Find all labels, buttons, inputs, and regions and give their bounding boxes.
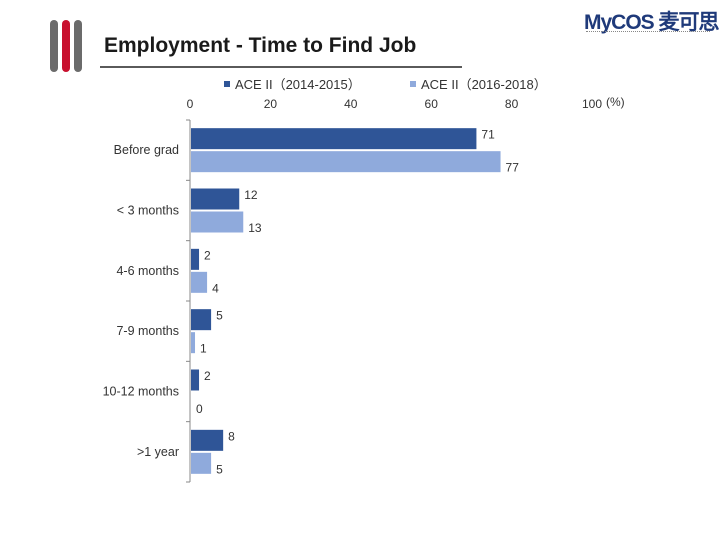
- data-label-series-1: 12: [244, 188, 258, 202]
- x-tick-label: 20: [264, 97, 278, 111]
- category-label: < 3 months: [117, 204, 179, 218]
- data-label-series-1: 2: [204, 369, 211, 383]
- category-label: >1 year: [137, 445, 179, 459]
- bar-series-1: [191, 128, 477, 150]
- data-label-series-2: 13: [248, 221, 262, 235]
- x-tick-label: 0: [187, 97, 194, 111]
- legend-item-series-2: ACE II（2016-2018）: [410, 74, 547, 93]
- data-label-series-2: 77: [506, 161, 520, 175]
- category-label: 10-12 months: [103, 385, 179, 399]
- data-label-series-1: 2: [204, 248, 211, 262]
- bar-series-1: [191, 429, 224, 451]
- title-decoration: [50, 20, 90, 72]
- decoration-bar-3: [74, 20, 82, 72]
- data-label-series-2: 4: [212, 281, 219, 295]
- legend-item-series-1: ACE II（2014-2015）: [224, 74, 361, 93]
- bar-series-2: [191, 271, 208, 293]
- x-tick-label: 60: [425, 97, 439, 111]
- bar-series-1: [191, 188, 240, 210]
- x-tick-label: 100: [582, 97, 602, 111]
- data-label-series-1: 5: [216, 309, 223, 323]
- mycos-logo: MyCOS 麦可思: [584, 6, 720, 40]
- x-axis-unit: (%): [606, 95, 625, 109]
- bar-series-2: [191, 211, 244, 233]
- data-label-series-1: 8: [228, 429, 235, 443]
- x-tick-label: 40: [344, 97, 358, 111]
- data-label-series-2: 1: [200, 342, 207, 356]
- title-underline: [100, 66, 462, 68]
- legend-swatch-series-1: [224, 80, 230, 87]
- bar-series-2: [191, 452, 212, 474]
- data-label-series-1: 71: [481, 128, 495, 142]
- data-label-series-2: 5: [216, 462, 223, 476]
- logo-tagline: [586, 31, 710, 35]
- category-label: 7-9 months: [116, 324, 179, 338]
- bar-series-1: [191, 248, 200, 270]
- page-title: Employment - Time to Find Job: [104, 34, 417, 57]
- bar-series-2: [191, 151, 501, 173]
- legend-label-series-2: ACE II（2016-2018）: [421, 77, 547, 92]
- bar-series-1: [191, 309, 212, 331]
- decoration-bar-1: [50, 20, 58, 72]
- x-tick-label: 80: [505, 97, 519, 111]
- legend-label-series-1: ACE II（2014-2015）: [235, 77, 361, 92]
- category-label: Before grad: [114, 143, 179, 157]
- bar-series-2: [191, 332, 196, 354]
- bar-series-1: [191, 369, 200, 391]
- legend-swatch-series-2: [410, 80, 416, 87]
- category-label: 4-6 months: [116, 264, 179, 278]
- logo-text: MyCOS 麦可思: [584, 11, 720, 34]
- data-label-series-2: 0: [196, 402, 203, 416]
- decoration-bar-2: [62, 20, 70, 72]
